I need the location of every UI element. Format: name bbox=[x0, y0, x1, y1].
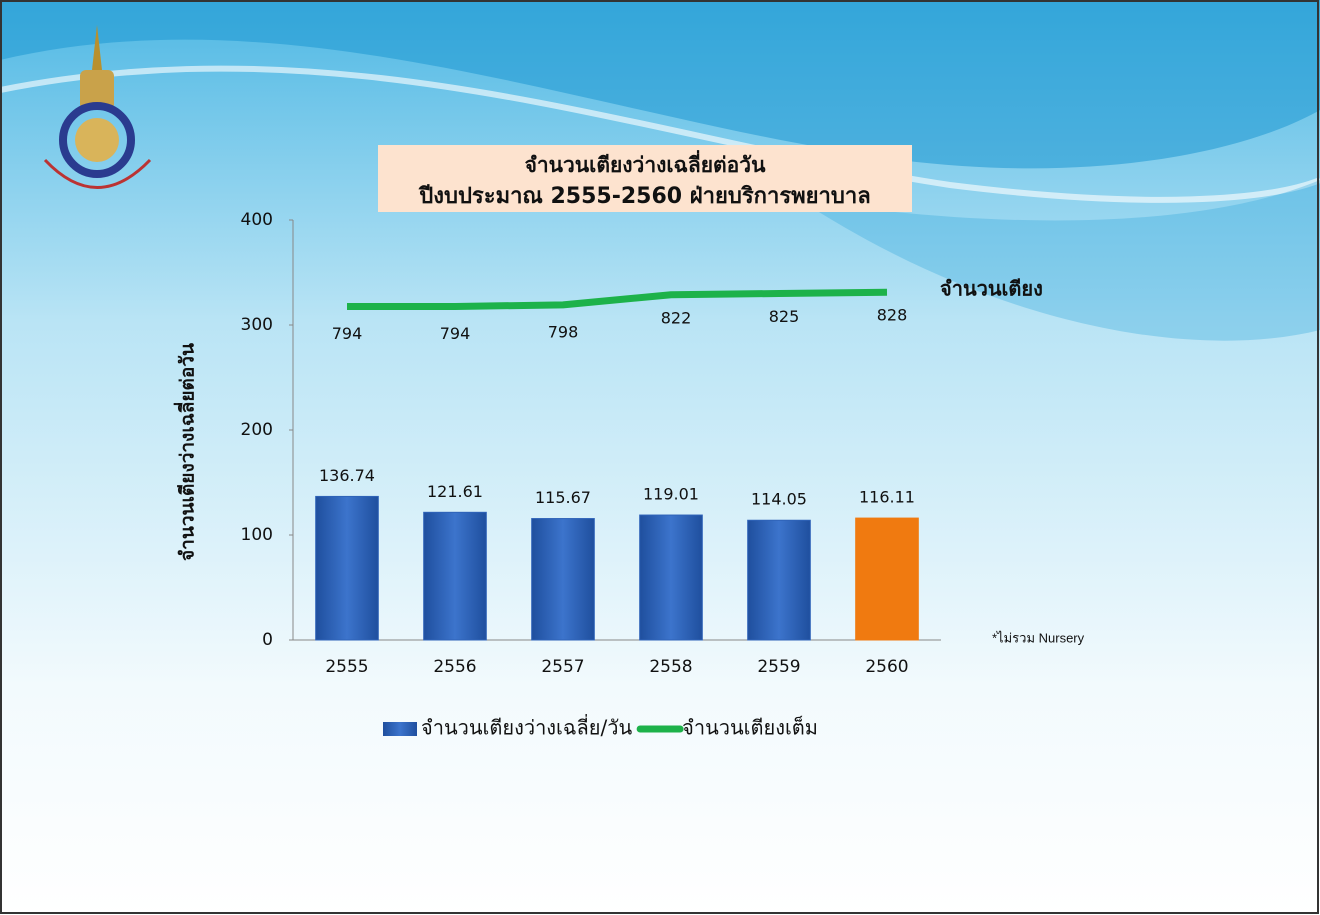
x-tick-label: 2560 bbox=[865, 657, 908, 677]
x-tick-label: 2556 bbox=[433, 657, 476, 677]
chart-title: จำนวนเตียงว่างเฉลี่ยต่อวัน bbox=[525, 149, 767, 177]
bar bbox=[640, 515, 703, 640]
x-tick-label: 2558 bbox=[649, 657, 692, 677]
data-label: 114.05 bbox=[751, 490, 807, 509]
y-tick-label: 100 bbox=[241, 525, 273, 545]
x-tick-label: 2557 bbox=[541, 657, 584, 677]
x-tick-label: 2559 bbox=[757, 657, 800, 677]
bar bbox=[856, 518, 919, 640]
data-label: 822 bbox=[661, 308, 692, 327]
data-label: 115.67 bbox=[535, 488, 591, 507]
y-tick-label: 200 bbox=[241, 420, 273, 440]
page: จำนวนเตียงว่างเฉลี่ยต่อวัน ปีงบประมาณ 25… bbox=[0, 0, 1320, 915]
bar bbox=[316, 496, 379, 640]
data-label: 119.01 bbox=[643, 485, 699, 504]
legend-swatch bbox=[383, 722, 417, 736]
data-label: 136.74 bbox=[319, 466, 375, 485]
note: *ไม่รวม Nursery bbox=[992, 630, 1085, 645]
bar bbox=[532, 519, 595, 640]
y-tick-label: 400 bbox=[241, 210, 273, 230]
bar bbox=[748, 520, 811, 640]
y-tick-label: 0 bbox=[262, 630, 273, 650]
y-tick-label: 300 bbox=[241, 315, 273, 335]
legend-label: จำนวนเตียงว่างเฉลี่ย/วัน bbox=[421, 714, 632, 740]
data-label: 794 bbox=[332, 324, 363, 343]
legend-label: จำนวนเตียงเต็ม bbox=[682, 715, 818, 740]
y-axis-label: จำนวนเตียงว่างเฉลี่ยต่อวัน bbox=[174, 343, 199, 561]
data-label: 116.11 bbox=[859, 488, 915, 507]
data-label: 798 bbox=[548, 322, 579, 341]
data-label: 825 bbox=[769, 307, 800, 326]
data-label: 794 bbox=[440, 324, 471, 343]
slide: จำนวนเตียงว่างเฉลี่ยต่อวัน ปีงบประมาณ 25… bbox=[0, 0, 1320, 915]
data-label: 121.61 bbox=[427, 482, 483, 501]
annotation: จำนวนเตียง bbox=[940, 277, 1043, 301]
chart-subtitle: ปีงบประมาณ 2555-2560 ฝ่ายบริการพยาบาล bbox=[418, 184, 871, 209]
data-label: 828 bbox=[877, 306, 908, 325]
x-tick-label: 2555 bbox=[325, 657, 368, 677]
bar bbox=[424, 512, 487, 640]
